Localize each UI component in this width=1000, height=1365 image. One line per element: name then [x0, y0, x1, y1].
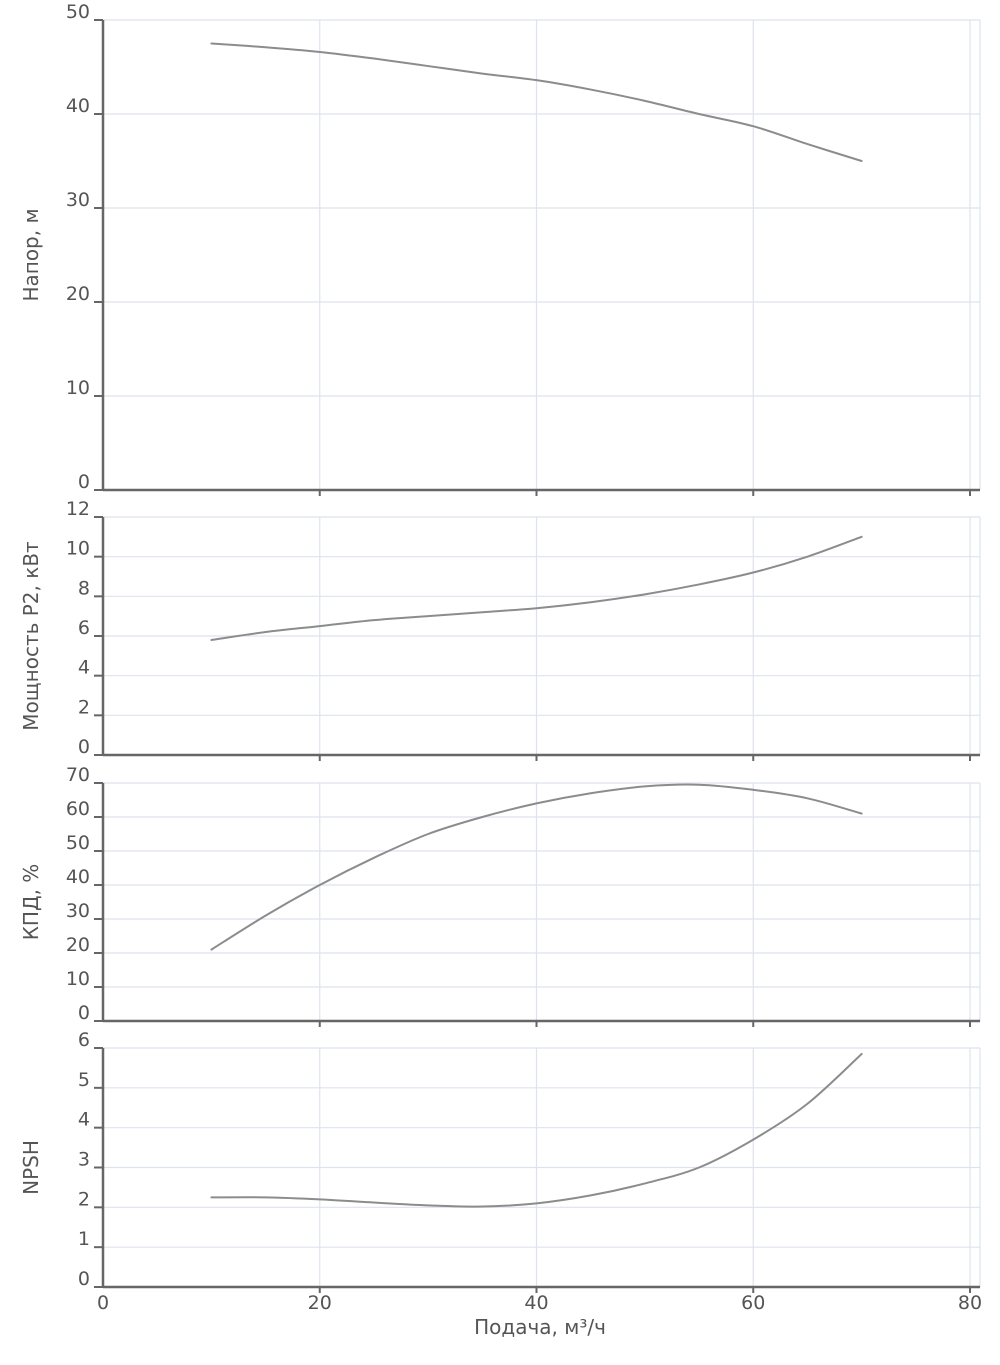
y-tick-label-efficiency-40: 40	[66, 866, 90, 888]
panel-efficiency: 0 10 20 30 40 50 60 70 КПД, %	[19, 764, 981, 1027]
y-tick-label-head-30: 30	[66, 189, 90, 211]
y-tick-label-efficiency-30: 30	[66, 900, 90, 922]
y-tick-label-efficiency-70: 70	[66, 764, 90, 786]
y-tick-label-power-0: 0	[78, 736, 90, 758]
series-line-head	[210, 42, 863, 162]
y-tick-label-power-8: 8	[78, 577, 90, 599]
y-tick-label-head-0: 0	[78, 471, 90, 493]
y-tick-label-npsh-5: 5	[78, 1069, 90, 1091]
series-line-efficiency	[210, 783, 863, 951]
y-tick-label-head-40: 40	[66, 95, 90, 117]
x-tick-label-60: 60	[741, 1292, 765, 1314]
x-tick-label-0: 0	[97, 1292, 109, 1314]
x-tick-label-40: 40	[524, 1292, 548, 1314]
y-tick-label-efficiency-0: 0	[78, 1002, 90, 1024]
y-axis-title-power: Мощность P2, кВт	[19, 541, 43, 731]
y-tick-label-efficiency-60: 60	[66, 798, 90, 820]
y-tick-label-head-10: 10	[66, 377, 90, 399]
y-tick-label-power-10: 10	[66, 538, 90, 560]
panel-power: 0 2 4 6 8 10 12 Мощность P2, кВт	[19, 498, 981, 761]
series-line-power	[210, 535, 863, 641]
y-tick-label-power-6: 6	[78, 617, 90, 639]
panel-head: 0 10 20 30 40 50 Напор, м	[19, 1, 981, 496]
y-tick-label-npsh-2: 2	[78, 1188, 90, 1210]
y-axis-title-npsh: NPSH	[19, 1140, 43, 1195]
x-tick-label-20: 20	[308, 1292, 332, 1314]
y-tick-label-npsh-3: 3	[78, 1149, 90, 1171]
x-tick-labels: 0 20 40 60 80	[97, 1292, 982, 1314]
x-tick-label-80: 80	[958, 1292, 982, 1314]
y-tick-label-head-20: 20	[66, 283, 90, 305]
y-tick-label-efficiency-50: 50	[66, 832, 90, 854]
y-tick-label-power-2: 2	[78, 696, 90, 718]
y-tick-label-npsh-6: 6	[78, 1029, 90, 1051]
y-axis-title-efficiency: КПД, %	[19, 864, 43, 941]
y-tick-label-efficiency-10: 10	[66, 968, 90, 990]
y-tick-label-npsh-4: 4	[78, 1109, 90, 1131]
series-line-npsh	[210, 1052, 863, 1208]
y-tick-label-npsh-0: 0	[78, 1268, 90, 1290]
y-tick-label-npsh-1: 1	[78, 1228, 90, 1250]
y-tick-label-efficiency-20: 20	[66, 934, 90, 956]
y-axis-title-head: Напор, м	[19, 208, 43, 301]
panel-npsh: 0 1 2 3 4 5 6 NPSH	[19, 1029, 981, 1293]
y-tick-label-head-50: 50	[66, 1, 90, 23]
y-tick-label-power-12: 12	[66, 498, 90, 520]
y-tick-label-power-4: 4	[78, 657, 90, 679]
x-axis-title: Подача, м³/ч	[474, 1315, 606, 1339]
